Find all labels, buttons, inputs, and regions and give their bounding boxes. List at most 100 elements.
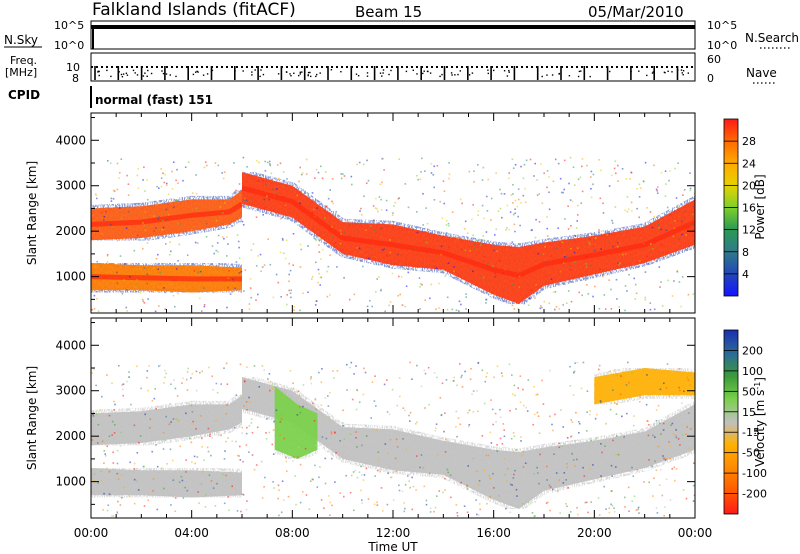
velocity-speck <box>434 506 437 509</box>
power-speck <box>548 176 550 178</box>
velocity-speck <box>231 486 234 489</box>
power-speck <box>334 249 337 251</box>
power-speck <box>644 271 647 273</box>
velocity-speck <box>314 398 317 401</box>
power-speck <box>136 174 139 177</box>
power-speck <box>317 281 319 284</box>
power-speck <box>657 186 659 188</box>
power-speck <box>371 305 373 308</box>
velocity-speck <box>106 467 108 470</box>
velocity-speck <box>117 478 120 480</box>
power-speck <box>255 265 258 267</box>
power-speck <box>420 171 422 173</box>
power-speck <box>223 171 226 173</box>
velocity-speck <box>220 434 222 437</box>
velocity-speck <box>686 376 688 379</box>
velocity-speck <box>459 363 461 365</box>
power-speck <box>281 237 284 240</box>
velocity-speck <box>373 400 376 402</box>
velocity-speck <box>416 364 418 367</box>
power-speck <box>550 278 553 280</box>
time-tick-label: 08:00 <box>275 526 310 540</box>
power-speck <box>177 222 180 225</box>
velocity-speck <box>226 404 228 406</box>
power-speck <box>511 241 514 243</box>
velocity-speck <box>360 465 362 468</box>
power-speck <box>688 245 691 248</box>
velocity-speck <box>578 422 581 425</box>
velocity-speck <box>139 435 142 437</box>
velocity-speck <box>442 491 444 494</box>
power-speck <box>693 228 695 231</box>
velocity-speck <box>292 382 294 385</box>
velocity-speck <box>664 506 666 508</box>
velocity-speck <box>477 361 480 364</box>
power-speck <box>569 156 572 159</box>
velocity-speck <box>114 477 117 479</box>
velocity-speck <box>297 456 299 458</box>
power-band-2 <box>242 172 695 304</box>
power-speck <box>381 157 384 160</box>
power-speck <box>260 270 262 273</box>
power-speck <box>243 290 245 292</box>
velocity-speck <box>336 370 339 372</box>
power-speck <box>153 235 156 237</box>
power-speck <box>203 287 205 289</box>
velocity-speck <box>514 394 516 397</box>
power-speck <box>570 281 573 283</box>
velocity-speck <box>503 429 505 431</box>
velocity-speck <box>460 481 462 484</box>
velocity-speck <box>565 503 567 505</box>
velocity-speck <box>92 415 95 417</box>
velocity-speck <box>546 465 548 468</box>
velocity-speck <box>522 466 525 468</box>
velocity-speck <box>420 385 423 388</box>
nave-dot <box>251 71 253 73</box>
power-speck <box>362 265 364 268</box>
power-speck <box>543 300 546 303</box>
power-speck <box>102 265 105 268</box>
power-speck <box>380 236 383 238</box>
power-speck <box>203 304 206 306</box>
power-speck <box>365 182 368 184</box>
velocity-speck <box>578 421 580 423</box>
power-speck <box>436 165 439 167</box>
velocity-speck <box>514 469 516 472</box>
velocity-speck <box>521 502 524 505</box>
power-speck <box>570 225 572 227</box>
velocity-speck <box>151 450 153 453</box>
velocity-speck <box>225 440 227 443</box>
power-speck <box>391 214 394 216</box>
velocity-speck <box>312 402 314 405</box>
power-speck <box>517 215 519 218</box>
velocity-speck <box>519 375 522 377</box>
power-speck <box>472 270 474 273</box>
power-speck <box>205 235 208 238</box>
power-speck <box>146 198 149 201</box>
power-speck <box>383 248 385 250</box>
velocity-speck <box>264 476 266 479</box>
velocity-speck <box>138 441 140 444</box>
velocity-speck <box>170 504 172 506</box>
velocity-speck <box>479 508 481 511</box>
velocity-speck <box>210 480 213 482</box>
velocity-speck <box>503 458 506 460</box>
velocity-speck <box>343 438 346 440</box>
nsearch-tick-top: 10^5 <box>707 19 737 32</box>
power-speck <box>510 194 513 196</box>
velocity-speck <box>376 501 378 504</box>
power-speck <box>147 298 149 300</box>
velocity-speck <box>566 505 568 508</box>
power-speck <box>376 208 378 210</box>
power-speck <box>561 241 564 244</box>
power-speck <box>684 210 687 213</box>
velocity-speck <box>324 457 327 460</box>
power-speck <box>580 235 583 238</box>
power-speck <box>158 305 160 307</box>
power-speck <box>257 255 259 257</box>
power-speck <box>276 188 278 190</box>
velocity-speck <box>241 493 243 495</box>
power-speck <box>351 183 353 186</box>
power-speck <box>416 174 418 177</box>
power-speck <box>378 196 381 198</box>
